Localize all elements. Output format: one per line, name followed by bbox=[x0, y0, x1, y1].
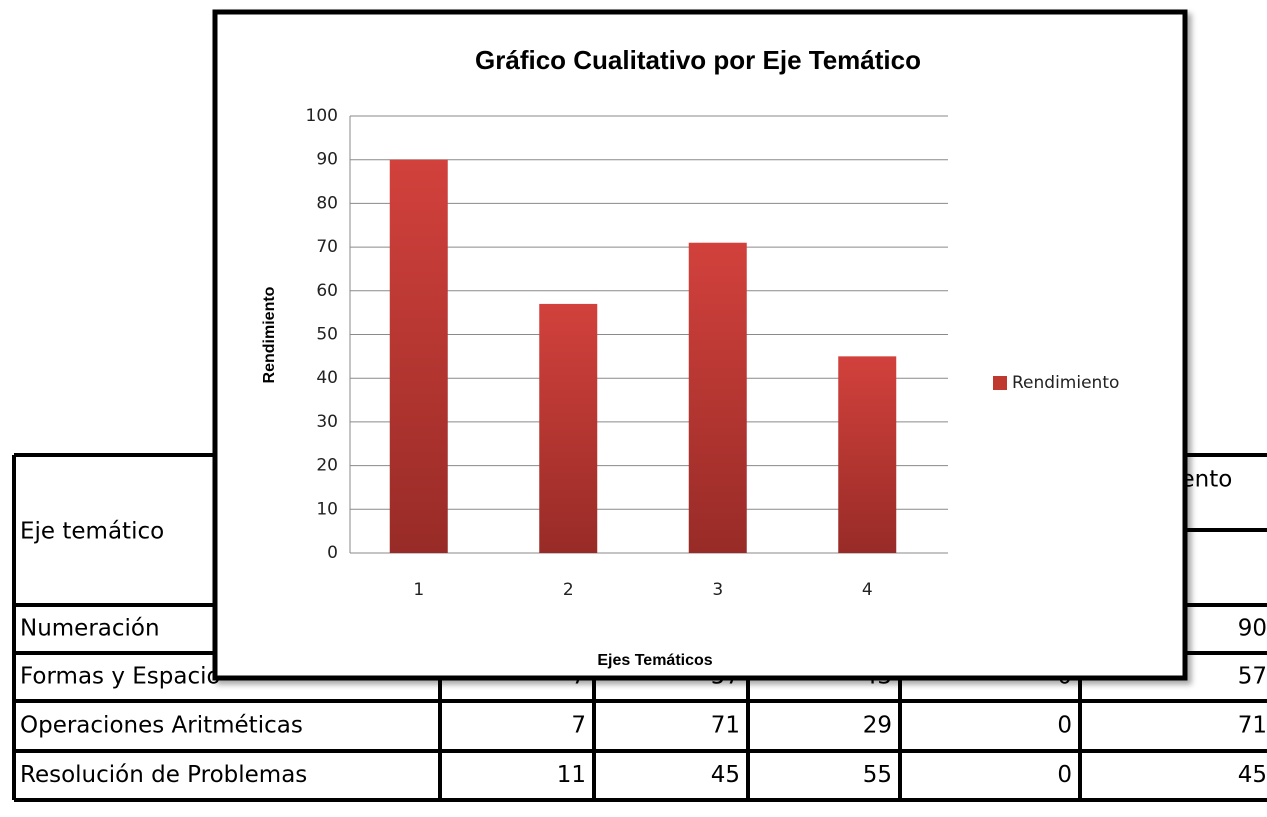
y-tick-label: 50 bbox=[316, 325, 338, 345]
chart: Gráfico Cualitativo por Eje Temático Ren… bbox=[212, 9, 1188, 681]
bar bbox=[389, 159, 448, 553]
y-tick-label: 70 bbox=[316, 237, 338, 257]
header-cell: Eje temático bbox=[20, 519, 164, 545]
cell-value: 0 bbox=[1057, 713, 1072, 739]
cell-value: 55 bbox=[863, 762, 892, 788]
row-label: Operaciones Aritméticas bbox=[20, 713, 303, 739]
x-tick-label: 1 bbox=[413, 580, 424, 600]
y-tick-label: 100 bbox=[306, 106, 338, 126]
y-tick-label: 10 bbox=[316, 499, 338, 519]
y-tick-label: 20 bbox=[316, 456, 338, 476]
cell-value: 57 bbox=[1238, 664, 1267, 690]
cell-value: 45 bbox=[1238, 762, 1267, 788]
cell-value: 90 bbox=[1238, 616, 1267, 642]
cell-value: 71 bbox=[711, 713, 740, 739]
cell-value: 0 bbox=[1057, 762, 1072, 788]
x-axis-title: Ejes Temáticos bbox=[597, 652, 712, 669]
cell-value: 29 bbox=[863, 713, 892, 739]
y-tick-label: 30 bbox=[316, 412, 338, 432]
chart-title: Gráfico Cualitativo por Eje Temático bbox=[475, 45, 921, 75]
x-tick-label: 4 bbox=[862, 580, 873, 600]
x-tick-label: 2 bbox=[563, 580, 574, 600]
y-tick-label: 40 bbox=[316, 368, 338, 388]
bar bbox=[838, 356, 897, 553]
x-tick-label: 3 bbox=[712, 580, 723, 600]
y-tick-label: 0 bbox=[327, 543, 338, 563]
legend-swatch bbox=[993, 376, 1007, 390]
y-axis-title: Rendimiento bbox=[261, 286, 278, 383]
y-tick-label: 80 bbox=[316, 193, 338, 213]
bar bbox=[688, 242, 747, 554]
row-label: Formas y Espacio bbox=[20, 664, 221, 690]
row-label: Numeración bbox=[20, 616, 160, 642]
cell-value: 11 bbox=[557, 762, 586, 788]
legend-label: Rendimiento bbox=[1012, 373, 1119, 393]
cell-value: 71 bbox=[1238, 713, 1267, 739]
cell-value: 7 bbox=[571, 713, 586, 739]
bar bbox=[539, 303, 598, 553]
y-tick-label: 60 bbox=[316, 281, 338, 301]
cell-value: 45 bbox=[711, 762, 740, 788]
row-label: Resolución de Problemas bbox=[20, 762, 307, 788]
y-tick-label: 90 bbox=[316, 150, 338, 170]
